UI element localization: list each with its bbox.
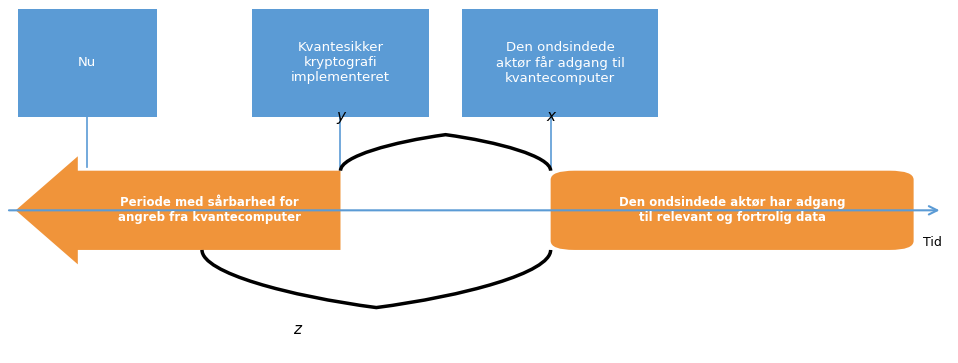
Text: Nu: Nu — [79, 56, 97, 69]
Text: Den ondsindede aktør har adgang
til relevant og fortrolig data: Den ondsindede aktør har adgang til rele… — [619, 196, 845, 224]
Text: Periode med sårbarhed for
angreb fra kvantecomputer: Periode med sårbarhed for angreb fra kva… — [118, 196, 301, 224]
FancyBboxPatch shape — [18, 9, 156, 117]
Text: z: z — [293, 322, 302, 337]
FancyBboxPatch shape — [252, 9, 429, 117]
Text: y: y — [336, 109, 345, 124]
Text: Tid: Tid — [924, 236, 942, 249]
Text: x: x — [546, 109, 555, 124]
Text: Kvantesikker
kryptografi
implementeret: Kvantesikker kryptografi implementeret — [291, 41, 390, 84]
Text: Den ondsindede
aktør får adgang til
kvantecomputer: Den ondsindede aktør får adgang til kvan… — [495, 41, 625, 85]
FancyBboxPatch shape — [551, 171, 914, 250]
FancyBboxPatch shape — [463, 9, 658, 117]
Polygon shape — [15, 156, 340, 264]
